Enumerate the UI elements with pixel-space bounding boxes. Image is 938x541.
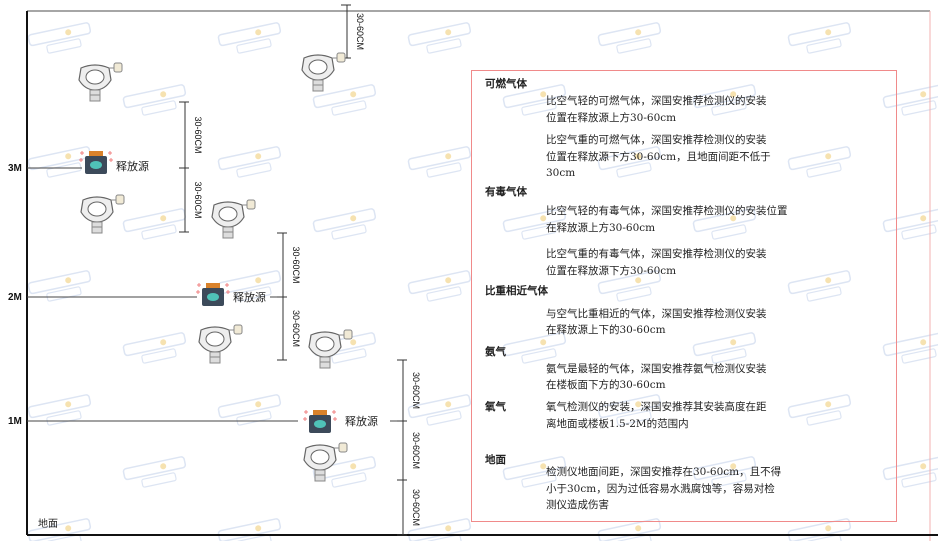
ground-label: 地面 — [38, 517, 58, 530]
watermark-logo — [502, 208, 567, 240]
watermark-logo — [597, 22, 662, 54]
watermark-logo — [692, 208, 757, 240]
dimension-label: 30-60CM — [411, 489, 421, 526]
section-text-line: 比空气重的可燃气体，深国安推荐检测仪的安装 — [546, 134, 767, 146]
watermark-logo — [502, 456, 567, 488]
section-heading: 氧气 — [485, 401, 506, 413]
dimension-marker: 30-60CM — [397, 359, 421, 422]
dimension-marker: 30-60CM — [277, 232, 301, 298]
release-source-icon — [303, 410, 337, 433]
dimension-marker: 30-60CM — [179, 167, 203, 233]
watermark-logo — [692, 456, 757, 488]
section-text-line: 位置在释放源下方30-60cm — [546, 265, 677, 277]
gas-detector-icon — [303, 442, 348, 482]
dimension-label: 30-60CM — [411, 372, 421, 409]
dimension-label: 30-60CM — [291, 310, 301, 347]
gas-detector-icon — [308, 329, 353, 369]
section-heading: 氨气 — [485, 346, 506, 358]
dimension-marker: 30-60CM — [397, 420, 421, 481]
watermark-logo — [882, 208, 938, 240]
watermark-logo — [407, 394, 472, 426]
watermark-logo — [27, 394, 92, 426]
section-heading: 比重相近气体 — [485, 285, 548, 297]
watermark-logo — [407, 146, 472, 178]
section-text-line: 在释放源上方30-60cm — [546, 222, 656, 234]
dimension-label: 30-60CM — [291, 246, 301, 283]
release-source-icon — [196, 283, 230, 306]
section-text-line: 比空气重的有毒气体，深国安推荐检测仪的安装 — [546, 248, 767, 260]
section-heading: 可燃气体 — [485, 78, 527, 90]
gas-detector-icon — [80, 194, 125, 234]
section-text-line: 30cm — [546, 167, 576, 179]
watermark-logo — [597, 146, 662, 178]
section-text-line: 离地面或楼板1.5-2M的范围内 — [546, 418, 689, 430]
section-text-line: 比空气轻的可燃气体，深国安推荐检测仪的安装 — [546, 95, 767, 107]
watermark-logo — [787, 22, 852, 54]
watermark-logo — [597, 270, 662, 302]
gas-detector-icon — [211, 199, 256, 239]
gas-detector-icon — [78, 62, 123, 102]
section-text-line: 氧气检测仪的安装，深国安推荐其安装高度在距 — [546, 401, 767, 413]
watermark-logo — [882, 456, 938, 488]
release-source-label: 释放源 — [233, 290, 266, 304]
watermark-logo — [122, 84, 187, 116]
section-text-line: 检测仪地面间距，深国安推荐在30-60cm，且不得 — [546, 466, 782, 478]
section-text-line: 在释放源上下的30-60cm — [546, 324, 666, 336]
dimension-marker: 30-60CM — [277, 296, 301, 361]
watermark-logo — [122, 456, 187, 488]
dimension-label: 30-60CM — [193, 181, 203, 218]
dimension-label: 30-60CM — [355, 13, 365, 50]
watermark-logo — [787, 146, 852, 178]
watermark-logo — [692, 84, 757, 116]
explanation-panel — [471, 70, 897, 522]
watermark-logo — [217, 22, 282, 54]
dimension-marker: 30-60CM — [179, 101, 203, 169]
watermark-logo — [882, 332, 938, 364]
dimension-marker: 30-60CM — [341, 4, 365, 59]
gas-detector-icon — [301, 52, 346, 92]
section-heading: 地面 — [485, 454, 506, 466]
section-text-line: 氨气是最轻的气体，深国安推荐氨气检测仪安装 — [546, 363, 767, 375]
watermark-logo — [502, 84, 567, 116]
release-source-label: 释放源 — [345, 414, 378, 428]
section-text-line: 位置在释放源下方30-60cm，且地面间距不低于 — [546, 151, 771, 163]
watermark-logo — [882, 84, 938, 116]
section-text-line: 测仪造成伤害 — [546, 499, 609, 511]
watermark-logo — [312, 208, 377, 240]
section-text-line: 小于30cm，因为过低容易水溅腐蚀等，容易对检 — [546, 483, 775, 495]
section-text-line: 比空气轻的有毒气体，深国安推荐检测仪的安装位置 — [546, 205, 788, 217]
gas-detector-icon — [198, 324, 243, 364]
watermark-logo — [502, 332, 567, 364]
watermark-logo — [787, 270, 852, 302]
watermark-logo — [312, 456, 377, 488]
section-text-line: 位置在释放源上方30-60cm — [546, 112, 677, 124]
dimension-marker: 30-60CM — [397, 479, 421, 536]
watermark-logo — [597, 394, 662, 426]
section-text-line: 与空气比重相近的气体，深国安推荐检测仪安装 — [546, 308, 767, 320]
release-source-label: 释放源 — [116, 159, 149, 173]
level-2m-label: 2M — [8, 292, 22, 303]
section-text-line: 在楼板面下方的30-60cm — [546, 379, 666, 391]
watermark-logo — [217, 146, 282, 178]
dimension-label: 30-60CM — [411, 432, 421, 469]
watermark-logo — [122, 332, 187, 364]
release-source-icon — [79, 151, 113, 174]
watermark-logo — [312, 84, 377, 116]
level-1m-label: 1M — [8, 416, 22, 427]
watermark-logo — [692, 332, 757, 364]
watermark-logo — [407, 270, 472, 302]
dimension-label: 30-60CM — [193, 116, 203, 153]
watermark-logo — [27, 22, 92, 54]
level-3m-label: 3M — [8, 163, 22, 174]
watermark-logo — [787, 394, 852, 426]
section-heading: 有毒气体 — [485, 186, 527, 198]
watermark-logo — [407, 22, 472, 54]
